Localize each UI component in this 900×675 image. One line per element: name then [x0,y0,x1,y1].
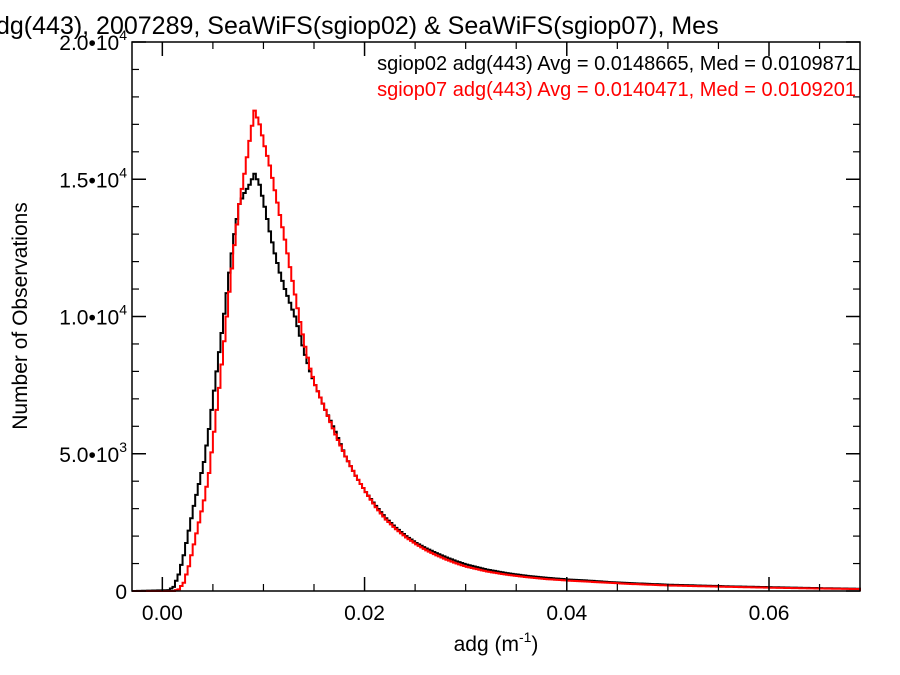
y-tick-label: 5.0•103 [59,439,127,467]
y-tick-label-exponent: 4 [119,164,127,180]
y-tick-label-text: 0 [115,581,127,604]
x-axis-title-superscript: -1 [519,629,532,645]
series-layer [132,109,861,592]
legend-entry-sgiop07: sgiop07 adg(443) Avg = 0.0140471, Med = … [377,79,856,101]
x-tick-label: 0.04 [546,602,587,625]
y-tick-label-text: 1.5•10 [59,169,119,192]
legend-entry-sgiop02: sgiop02 adg(443) Avg = 0.0148665, Med = … [377,53,856,75]
y-tick-label-text: 2.0•10 [59,32,119,55]
y-tick-label-exponent: 4 [119,302,127,318]
chart-title: dg(443), 2007289, SeaWiFS(sgiop02) & Sea… [0,12,719,40]
y-tick-label: 2.0•104 [59,27,127,55]
y-tick-label-text: 5.0•10 [59,444,119,467]
y-tick-label-exponent: 3 [119,439,127,455]
y-tick-label-text: 1.0•10 [59,307,119,330]
y-tick-label: 0 [115,581,127,604]
y-tick-label: 1.5•104 [59,164,127,192]
x-tick-label: 0.06 [749,602,790,625]
x-axis-title-suffix: ) [531,633,538,656]
y-tick-label-exponent: 4 [119,27,127,43]
x-axis-title: adg (m-1) [454,629,539,656]
y-axis-title: Number of Observations [9,202,32,430]
y-tick-label: 1.0•104 [59,302,127,330]
series-line-1 [132,109,861,592]
x-tick-label: 0.02 [344,602,385,625]
x-tick-label: 0.00 [142,602,183,625]
x-axis-title-text: adg (m [454,633,519,656]
ticks-layer: 0.00 0.02 0.04 0.0605.0•1031.0•1041.5•1042.… [59,27,860,625]
